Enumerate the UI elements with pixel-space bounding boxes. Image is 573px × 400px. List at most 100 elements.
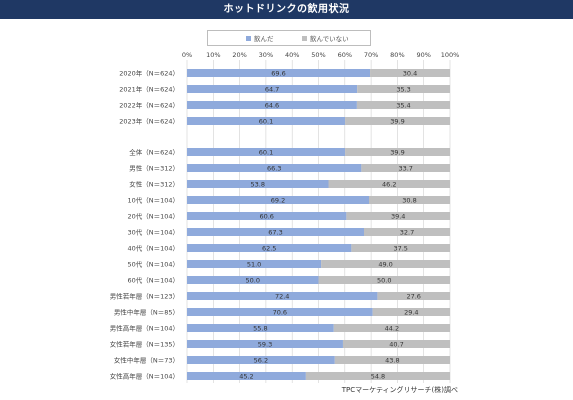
category-label: 男性（N＝312） [129,163,179,172]
bar-not-drink [361,164,450,172]
category-label: 20代（N＝104） [127,211,179,220]
bar-drink [187,340,343,348]
category-label: 40代（N＝104） [127,243,179,252]
bar-drink [187,260,322,268]
bar-not-drink [346,212,450,220]
category-label: 50代（N＝104） [127,259,179,268]
category-label: 30代（N＝104） [127,227,179,236]
data-label: 59.3 [258,340,272,348]
bar-not-drink [372,308,450,316]
data-label: 45.2 [239,372,253,380]
bar-drink [187,228,364,236]
data-label: 51.0 [247,260,261,268]
bar-not-drink [357,85,450,93]
bar-drink [187,180,329,188]
data-label: 70.6 [273,308,287,316]
bar-not-drink [333,324,450,332]
data-label: 67.3 [268,228,282,236]
category-label: 2022年（N＝624） [119,100,179,109]
data-label: 60.1 [259,148,273,156]
bar-drink [187,196,369,204]
bar-drink [187,85,358,93]
category-label: 2020年（N＝624） [119,68,179,77]
data-label: 55.8 [253,324,267,332]
data-label: 30.8 [402,196,416,204]
bar-drink [187,308,373,316]
x-tick-label: 60% [338,51,352,59]
data-label: 60.1 [259,117,273,125]
bar-drink [187,356,335,364]
data-label: 43.8 [385,356,399,364]
category-label: 男性中年層（N＝85） [114,307,179,316]
bar-drink [187,276,319,284]
data-label: 39.9 [390,148,404,156]
legend-label-drink: 飲んだ [254,35,274,43]
bar-not-drink [345,148,450,156]
x-tick-label: 80% [390,51,404,59]
category-label: 2021年（N＝624） [119,84,179,93]
bar-drink [187,117,346,125]
data-label: 39.4 [391,212,405,220]
bar-not-drink [321,260,450,268]
data-label: 56.2 [254,356,268,364]
bar-not-drink [363,228,450,236]
bar-drink [187,324,334,332]
data-label: 35.3 [396,85,410,93]
x-tick-label: 90% [416,51,430,59]
data-label: 37.5 [393,244,407,252]
data-label: 40.7 [389,340,403,348]
data-label: 50.0 [246,276,260,284]
category-label: 全体（N＝624） [129,147,179,156]
bar-not-drink [318,276,450,284]
data-label: 44.2 [385,324,399,332]
category-label: 男性高年層（N＝104） [110,323,179,332]
data-label: 39.9 [390,117,404,125]
data-label: 54.8 [371,372,385,380]
data-label: 69.2 [271,196,285,204]
category-label: 女性若年層（N＝135） [110,339,179,348]
category-label: 女性（N＝312） [129,179,179,188]
legend-swatch-drink [246,35,251,41]
bar-drink [187,148,346,156]
bar-not-drink [345,117,450,125]
data-label: 49.0 [378,260,392,268]
bar-not-drink [305,372,450,380]
x-tick-label: 10% [206,51,220,59]
data-label: 30.4 [403,69,417,77]
data-label: 66.3 [267,164,281,172]
bar-drink [187,372,306,380]
bar-not-drink [351,244,450,252]
bar-drink [187,164,362,172]
x-tick-label: 0% [182,51,192,59]
category-label: 男性若年層（N＝123） [110,291,179,300]
x-tick-label: 70% [364,51,378,59]
bar-drink [187,244,352,252]
bar-not-drink [334,356,450,364]
data-label: 72.4 [275,292,289,300]
source-note: TPCマーケティングリサーチ(株)調べ [341,386,458,394]
bar-not-drink [370,69,450,77]
data-label: 64.6 [265,101,279,109]
data-label: 29.4 [404,308,418,316]
x-tick-label: 40% [285,51,299,59]
x-tick-label: 20% [232,51,246,59]
legend-label-not-drink: 飲んでいない [310,35,349,43]
data-label: 62.5 [262,244,276,252]
x-tick-label: 30% [259,51,273,59]
data-label: 60.6 [259,212,273,220]
bar-not-drink [342,340,450,348]
data-label: 35.4 [396,101,410,109]
data-label: 64.7 [265,85,279,93]
legend: 飲んだ 飲んでいない [207,30,371,46]
category-label: 60代（N＝104） [127,275,179,284]
bar-not-drink [328,180,450,188]
bar-not-drink [356,101,450,109]
category-label: 10代（N＝104） [127,195,179,204]
legend-item-not-drink: 飲んでいない [302,31,349,45]
x-tick-label: 50% [311,51,325,59]
data-label: 50.0 [377,276,391,284]
bar-not-drink [368,196,450,204]
bar-drink [187,101,357,109]
data-label: 32.7 [400,228,414,236]
